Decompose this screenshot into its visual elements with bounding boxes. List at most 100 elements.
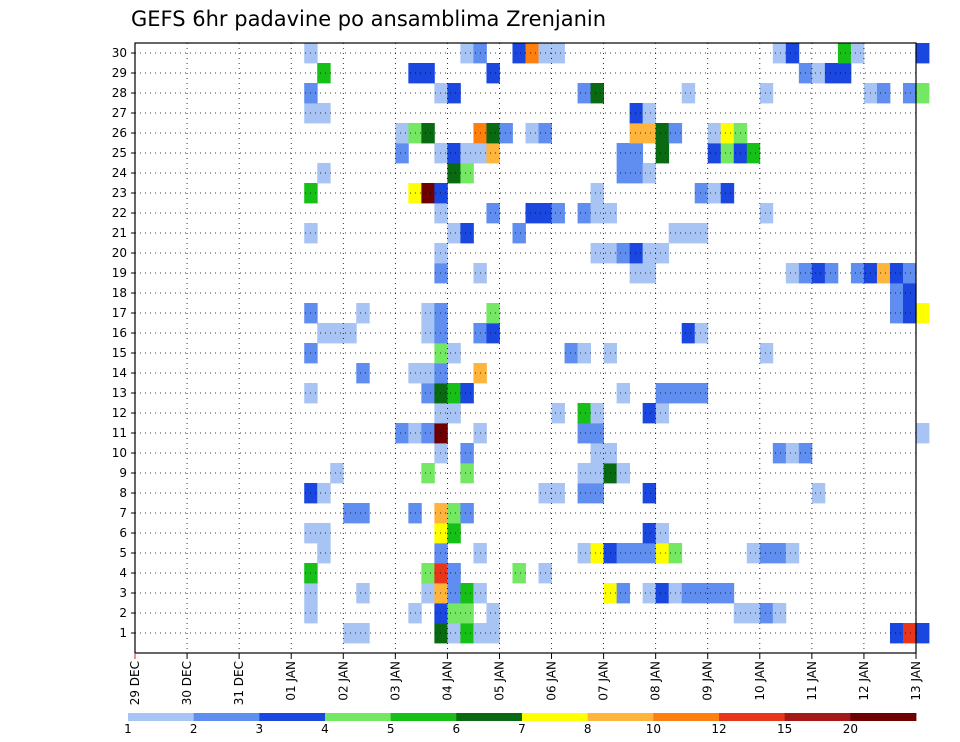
cell-member-16-step-43 (694, 323, 709, 344)
cell-member-29-step-53 (824, 63, 839, 84)
colorbar-segment (456, 713, 523, 721)
cell-member-30-step-50 (785, 43, 800, 64)
cell-member-19-step-52 (811, 263, 826, 284)
cell-member-24-step-37 (616, 163, 631, 184)
cell-member-26-step-27 (486, 123, 500, 144)
cell-member-29-step-52 (811, 63, 826, 84)
cell-member-16-step-23 (434, 323, 448, 344)
cell-member-28-step-60 (916, 83, 930, 104)
colorbar-label: 20 (843, 722, 858, 736)
cell-member-9-step-15 (330, 463, 344, 484)
y-tick-label: 11 (112, 426, 127, 440)
colorbar-segment (587, 713, 654, 721)
cell-member-13-step-23 (434, 383, 448, 404)
cell-member-26-step-28 (499, 123, 513, 144)
cell-member-7-step-24 (447, 503, 461, 524)
colorbar-segment (128, 713, 195, 721)
cell-member-23-step-22 (421, 183, 435, 204)
cell-member-15-step-24 (447, 343, 461, 364)
cell-member-6-step-39 (642, 523, 657, 544)
cell-member-25-step-20 (395, 143, 409, 164)
cell-member-30-step-49 (772, 43, 787, 64)
cell-member-25-step-40 (655, 143, 670, 164)
cell-member-6-step-23 (434, 523, 448, 544)
colorbar-segment (653, 713, 720, 721)
colorbar-label: 10 (646, 722, 661, 736)
cell-member-21-step-29 (512, 223, 526, 244)
cell-member-12-step-24 (447, 403, 461, 424)
cell-member-17-step-59 (902, 303, 917, 324)
colorbar-label: 12 (711, 722, 726, 736)
cell-member-2-step-47 (746, 603, 761, 624)
y-tick-label: 12 (112, 406, 127, 420)
cell-member-26-step-22 (421, 123, 435, 144)
y-tick-label: 4 (119, 566, 127, 580)
colorbar-label: 8 (584, 722, 592, 736)
colorbar-segment (325, 713, 392, 721)
y-tick-label: 24 (112, 166, 127, 180)
colorbar-label: 4 (321, 722, 329, 736)
cell-member-22-step-27 (486, 203, 500, 224)
cell-member-2-step-49 (772, 603, 787, 624)
plot-frame (134, 42, 917, 654)
cell-member-18-step-59 (902, 283, 917, 304)
cell-member-25-step-25 (460, 143, 474, 164)
colorbar-segment (850, 713, 917, 721)
y-tick-label: 20 (112, 246, 127, 260)
cell-member-4-step-22 (421, 563, 435, 584)
cell-member-12-step-39 (642, 403, 657, 424)
cell-member-19-step-39 (642, 263, 657, 284)
y-tick-label: 29 (112, 66, 127, 80)
cell-member-25-step-27 (486, 143, 500, 164)
cell-member-26-step-30 (525, 123, 539, 144)
cell-member-26-step-44 (707, 123, 722, 144)
cell-member-19-step-59 (902, 263, 917, 284)
cell-member-5-step-38 (629, 543, 644, 564)
cell-member-12-step-23 (434, 403, 448, 424)
cell-member-9-step-22 (421, 463, 435, 484)
colorbar-label: 1 (124, 722, 132, 736)
y-tick-label: 17 (112, 306, 127, 320)
cell-member-13-step-24 (447, 383, 461, 404)
cell-member-16-step-27 (486, 323, 500, 344)
cell-member-16-step-14 (317, 323, 331, 344)
cell-member-7-step-17 (356, 503, 370, 524)
cell-member-3-step-37 (616, 583, 631, 604)
cell-member-14-step-22 (421, 363, 435, 384)
x-tick-label: 13 JAN (909, 661, 923, 701)
cell-member-19-step-23 (434, 263, 448, 284)
x-tick-label: 12 JAN (857, 661, 871, 701)
y-tick-label: 18 (112, 286, 127, 300)
cell-member-12-step-40 (655, 403, 670, 424)
cell-member-13-step-43 (694, 383, 709, 404)
cell-member-30-step-55 (850, 43, 865, 64)
cell-member-29-step-14 (317, 63, 331, 84)
cell-member-4-step-24 (447, 563, 461, 584)
cell-member-26-step-20 (395, 123, 409, 144)
cell-member-5-step-40 (655, 543, 670, 564)
cell-member-28-step-59 (902, 83, 917, 104)
cell-member-23-step-23 (434, 183, 448, 204)
y-tick-label: 21 (112, 226, 127, 240)
cell-member-25-step-37 (616, 143, 631, 164)
y-tick-label: 27 (112, 106, 127, 120)
y-tick-label: 9 (119, 466, 127, 480)
cell-member-6-step-24 (447, 523, 461, 544)
cell-member-17-step-58 (889, 303, 904, 324)
cell-member-21-step-43 (694, 223, 709, 244)
cell-member-26-step-39 (642, 123, 657, 144)
y-tick-label: 16 (112, 326, 127, 340)
cell-member-27-step-14 (317, 103, 331, 124)
cell-member-30-step-60 (916, 43, 930, 64)
colorbar-segment (193, 713, 260, 721)
cell-member-9-step-35 (590, 463, 604, 484)
cell-member-24-step-39 (642, 163, 657, 184)
cell-member-5-step-37 (616, 543, 631, 564)
cell-member-28-step-57 (876, 83, 891, 104)
cell-member-5-step-14 (317, 543, 331, 564)
cell-member-3-step-17 (356, 583, 370, 604)
x-tick-label: 06 JAN (545, 661, 559, 701)
colorbar-segment (719, 713, 786, 721)
cell-member-6-step-40 (655, 523, 670, 544)
cell-member-14-step-17 (356, 363, 370, 384)
